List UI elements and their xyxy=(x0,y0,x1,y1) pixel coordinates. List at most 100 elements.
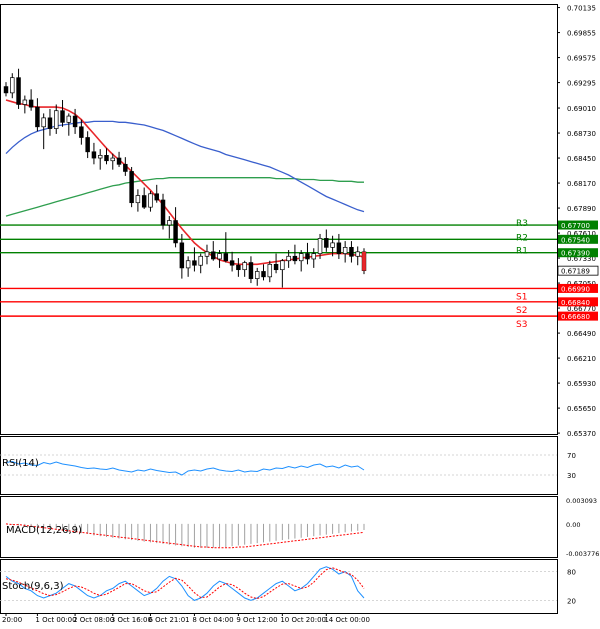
level-price-box-s1 xyxy=(558,283,598,293)
candle xyxy=(66,113,72,136)
candle-body-down xyxy=(229,260,235,266)
candle xyxy=(242,260,247,277)
candle xyxy=(248,256,254,284)
candle xyxy=(154,184,159,203)
price-tick-label: 0.69855 xyxy=(567,30,596,38)
time-tick-label: 2 Oct 08:00 xyxy=(73,616,114,624)
price-tick-label: 0.69295 xyxy=(567,80,596,88)
candle xyxy=(97,149,103,170)
candle xyxy=(355,246,360,266)
time-tick-label: 1 Oct 00:00 xyxy=(35,616,76,624)
candle xyxy=(267,260,273,283)
price-panel: 0.70135 0.69855 0.69575 0.69295 0.69010 0.687… xyxy=(0,5,599,438)
level-price-box-s2 xyxy=(558,297,598,307)
candle-body-down xyxy=(116,157,122,165)
candle-body-up xyxy=(66,115,72,123)
candle-body-up xyxy=(185,260,191,269)
price-tick-label: 0.69010 xyxy=(567,105,596,113)
candle xyxy=(10,73,15,99)
candle xyxy=(292,244,298,265)
candle xyxy=(204,244,210,265)
candle xyxy=(3,82,9,97)
stoch-tick-label: 20 xyxy=(567,597,576,605)
candle-body-down xyxy=(28,99,34,108)
candle xyxy=(41,113,46,150)
candle xyxy=(91,142,97,165)
level-name-s2: S2 xyxy=(516,306,527,316)
level-price-box-r1 xyxy=(558,248,598,258)
candle-body-up xyxy=(355,251,360,257)
panel-frames xyxy=(0,4,558,614)
macd-tick-label: -0.003776 xyxy=(566,550,599,558)
time-tick-label: 6 Oct 21:01 xyxy=(148,616,189,624)
price-tick-label: 0.66490 xyxy=(567,330,596,338)
candle-body-down xyxy=(104,155,109,162)
current-price-box xyxy=(557,265,599,276)
current-candle-body xyxy=(362,251,366,271)
candle xyxy=(47,108,53,136)
candle xyxy=(129,166,134,208)
candle xyxy=(54,104,59,134)
candle-body-up xyxy=(242,262,247,271)
candle xyxy=(60,100,65,127)
candle xyxy=(298,250,304,272)
candle xyxy=(261,264,266,281)
current-price-label: 0.67189 xyxy=(561,268,590,276)
candle xyxy=(141,187,147,209)
candle xyxy=(317,233,323,259)
candle-body-up xyxy=(10,77,15,94)
candle xyxy=(217,250,222,268)
panel-border-rsi xyxy=(0,436,558,495)
price-tick-label: 0.68450 xyxy=(567,155,596,163)
macd-signal-line xyxy=(5,523,365,549)
candle xyxy=(135,189,141,212)
candle-body-up xyxy=(198,255,203,266)
stoch-main-line xyxy=(5,566,365,601)
macd-label: MACD(12,26,9) xyxy=(6,525,82,536)
candle xyxy=(324,229,329,252)
candle-body-up xyxy=(148,193,153,208)
candle-body-down xyxy=(141,195,147,208)
stoch-tick-label: 80 xyxy=(567,569,576,577)
candle-body-down xyxy=(72,115,78,128)
rsi-line xyxy=(5,460,365,476)
time-tick-label: 14 Oct 00:00 xyxy=(324,616,370,624)
stoch-signal-line xyxy=(5,567,365,600)
candle xyxy=(342,241,348,263)
ma-long-line xyxy=(5,177,364,217)
time-axis: 20:00 1 Oct 00:002 Oct 08:003 Oct 16:006 … xyxy=(2,613,370,624)
price-tick-label: 0.69575 xyxy=(567,55,596,63)
level-price-label-r2: 0.67540 xyxy=(561,236,590,244)
candle-body-up xyxy=(135,195,141,204)
time-tick-label: 9 Oct 12:00 xyxy=(236,616,277,624)
candle xyxy=(192,247,197,272)
candle-body-up xyxy=(311,253,316,260)
candle-body-up xyxy=(97,155,103,159)
level-price-label-s3: 0.66680 xyxy=(561,313,590,321)
candle-body-up xyxy=(254,271,260,279)
price-tick-label: 0.67610 xyxy=(567,230,596,238)
candle-body-down xyxy=(160,199,166,226)
candle-body-down xyxy=(129,171,134,204)
time-tick-label: 3 Oct 16:00 xyxy=(111,616,152,624)
candle-body-down xyxy=(16,77,21,105)
rsi-label: RSI(14) xyxy=(2,458,39,469)
candle-body-down xyxy=(35,106,40,128)
candle xyxy=(236,258,241,277)
candle xyxy=(336,233,342,259)
price-tick-label: 0.65370 xyxy=(567,430,596,438)
candle-body-up xyxy=(317,238,323,254)
price-tick-label: 0.70135 xyxy=(567,5,596,13)
candle xyxy=(198,253,203,274)
price-tick-label: 0.66770 xyxy=(567,305,596,313)
candle-body-down xyxy=(173,220,178,244)
level-price-label-s2: 0.66840 xyxy=(561,299,590,307)
candle-body-down xyxy=(47,117,53,129)
candle xyxy=(116,151,122,167)
candle-body-down xyxy=(349,247,354,257)
candle-body-down xyxy=(154,193,159,201)
macd-panel: 0.003093 0.00 -0.003776 MACD(12,26,9) xyxy=(5,497,599,558)
candle-body-up xyxy=(280,260,285,271)
candle xyxy=(229,251,235,272)
